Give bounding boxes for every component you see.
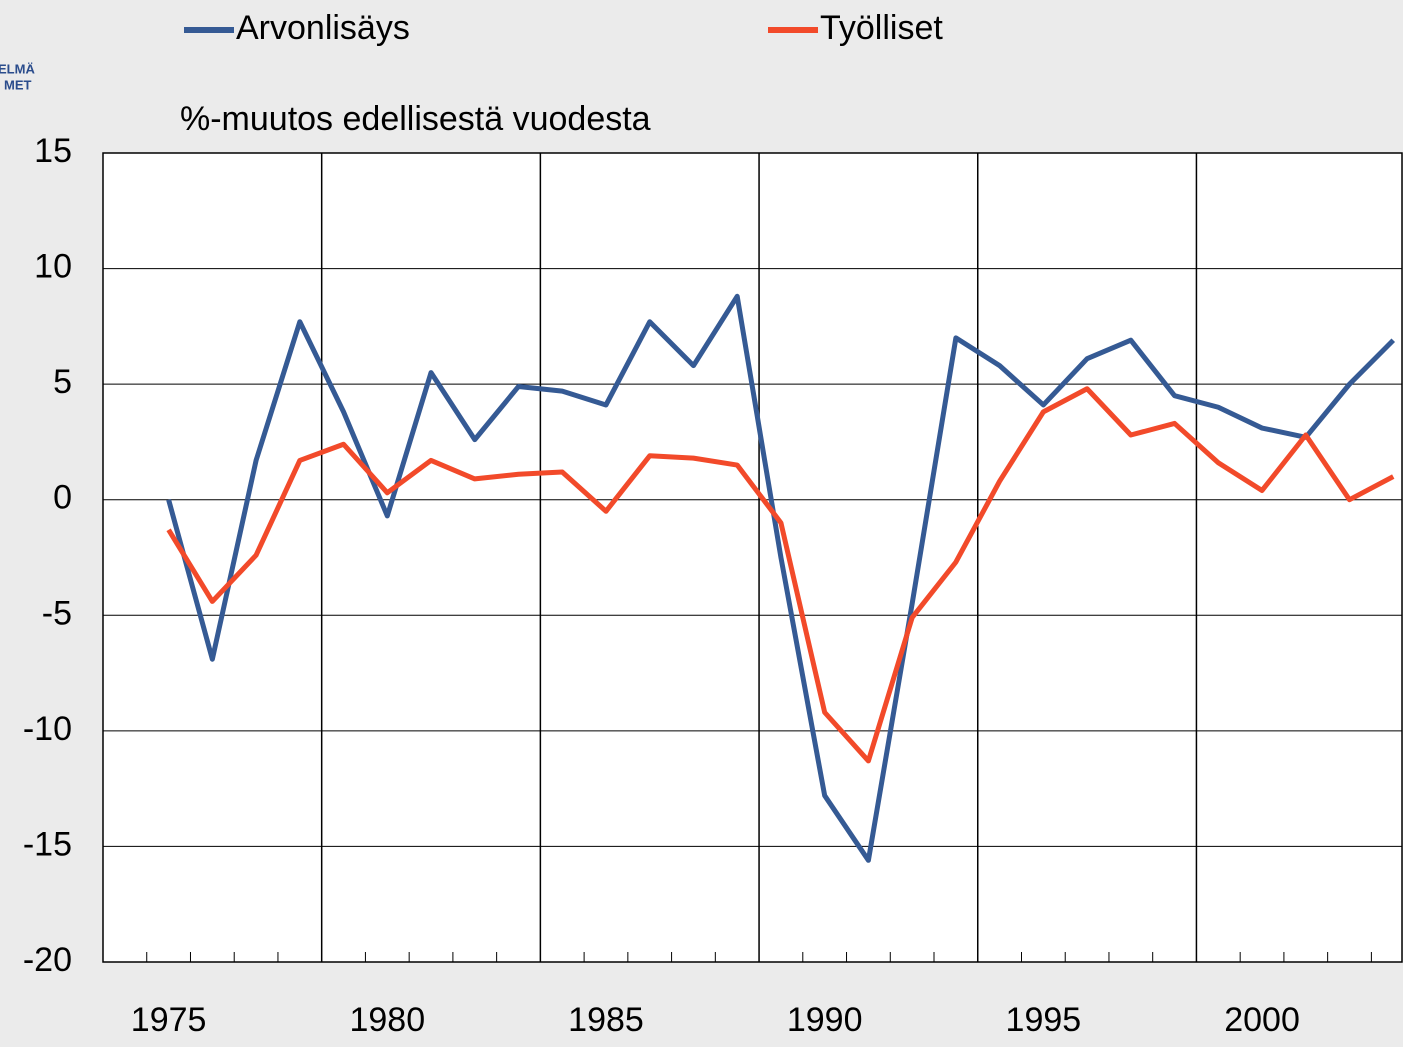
chart-subtitle: %-muutos edellisestä vuodesta (180, 100, 651, 138)
x-tick-label: 2000 (1224, 1001, 1300, 1039)
data-line (166, 293, 1396, 863)
x-tick-label: 1995 (1006, 1001, 1082, 1039)
y-tick-label: 10 (34, 248, 72, 286)
x-tick-label: 1990 (787, 1001, 863, 1039)
x-tick-label: 1980 (349, 1001, 425, 1039)
y-tick-label: -10 (23, 710, 72, 748)
plot-area (102, 152, 1403, 963)
y-tick-label: 5 (53, 363, 72, 401)
y-tick-label: 15 (34, 132, 72, 170)
logo-text: ELMÄ (0, 61, 35, 76)
y-tick-label: -15 (23, 825, 72, 863)
x-tick-label: 1975 (131, 1001, 207, 1039)
y-tick-label: -20 (23, 941, 72, 979)
y-tick-label: 0 (53, 479, 72, 517)
data-line (166, 386, 1395, 764)
legend-label: Työlliset (820, 9, 943, 47)
y-tick-label: -5 (42, 594, 72, 632)
legend-label: Arvonlisäys (236, 9, 410, 47)
x-tick-label: 1985 (568, 1001, 644, 1039)
logo-text: MET (4, 77, 32, 92)
